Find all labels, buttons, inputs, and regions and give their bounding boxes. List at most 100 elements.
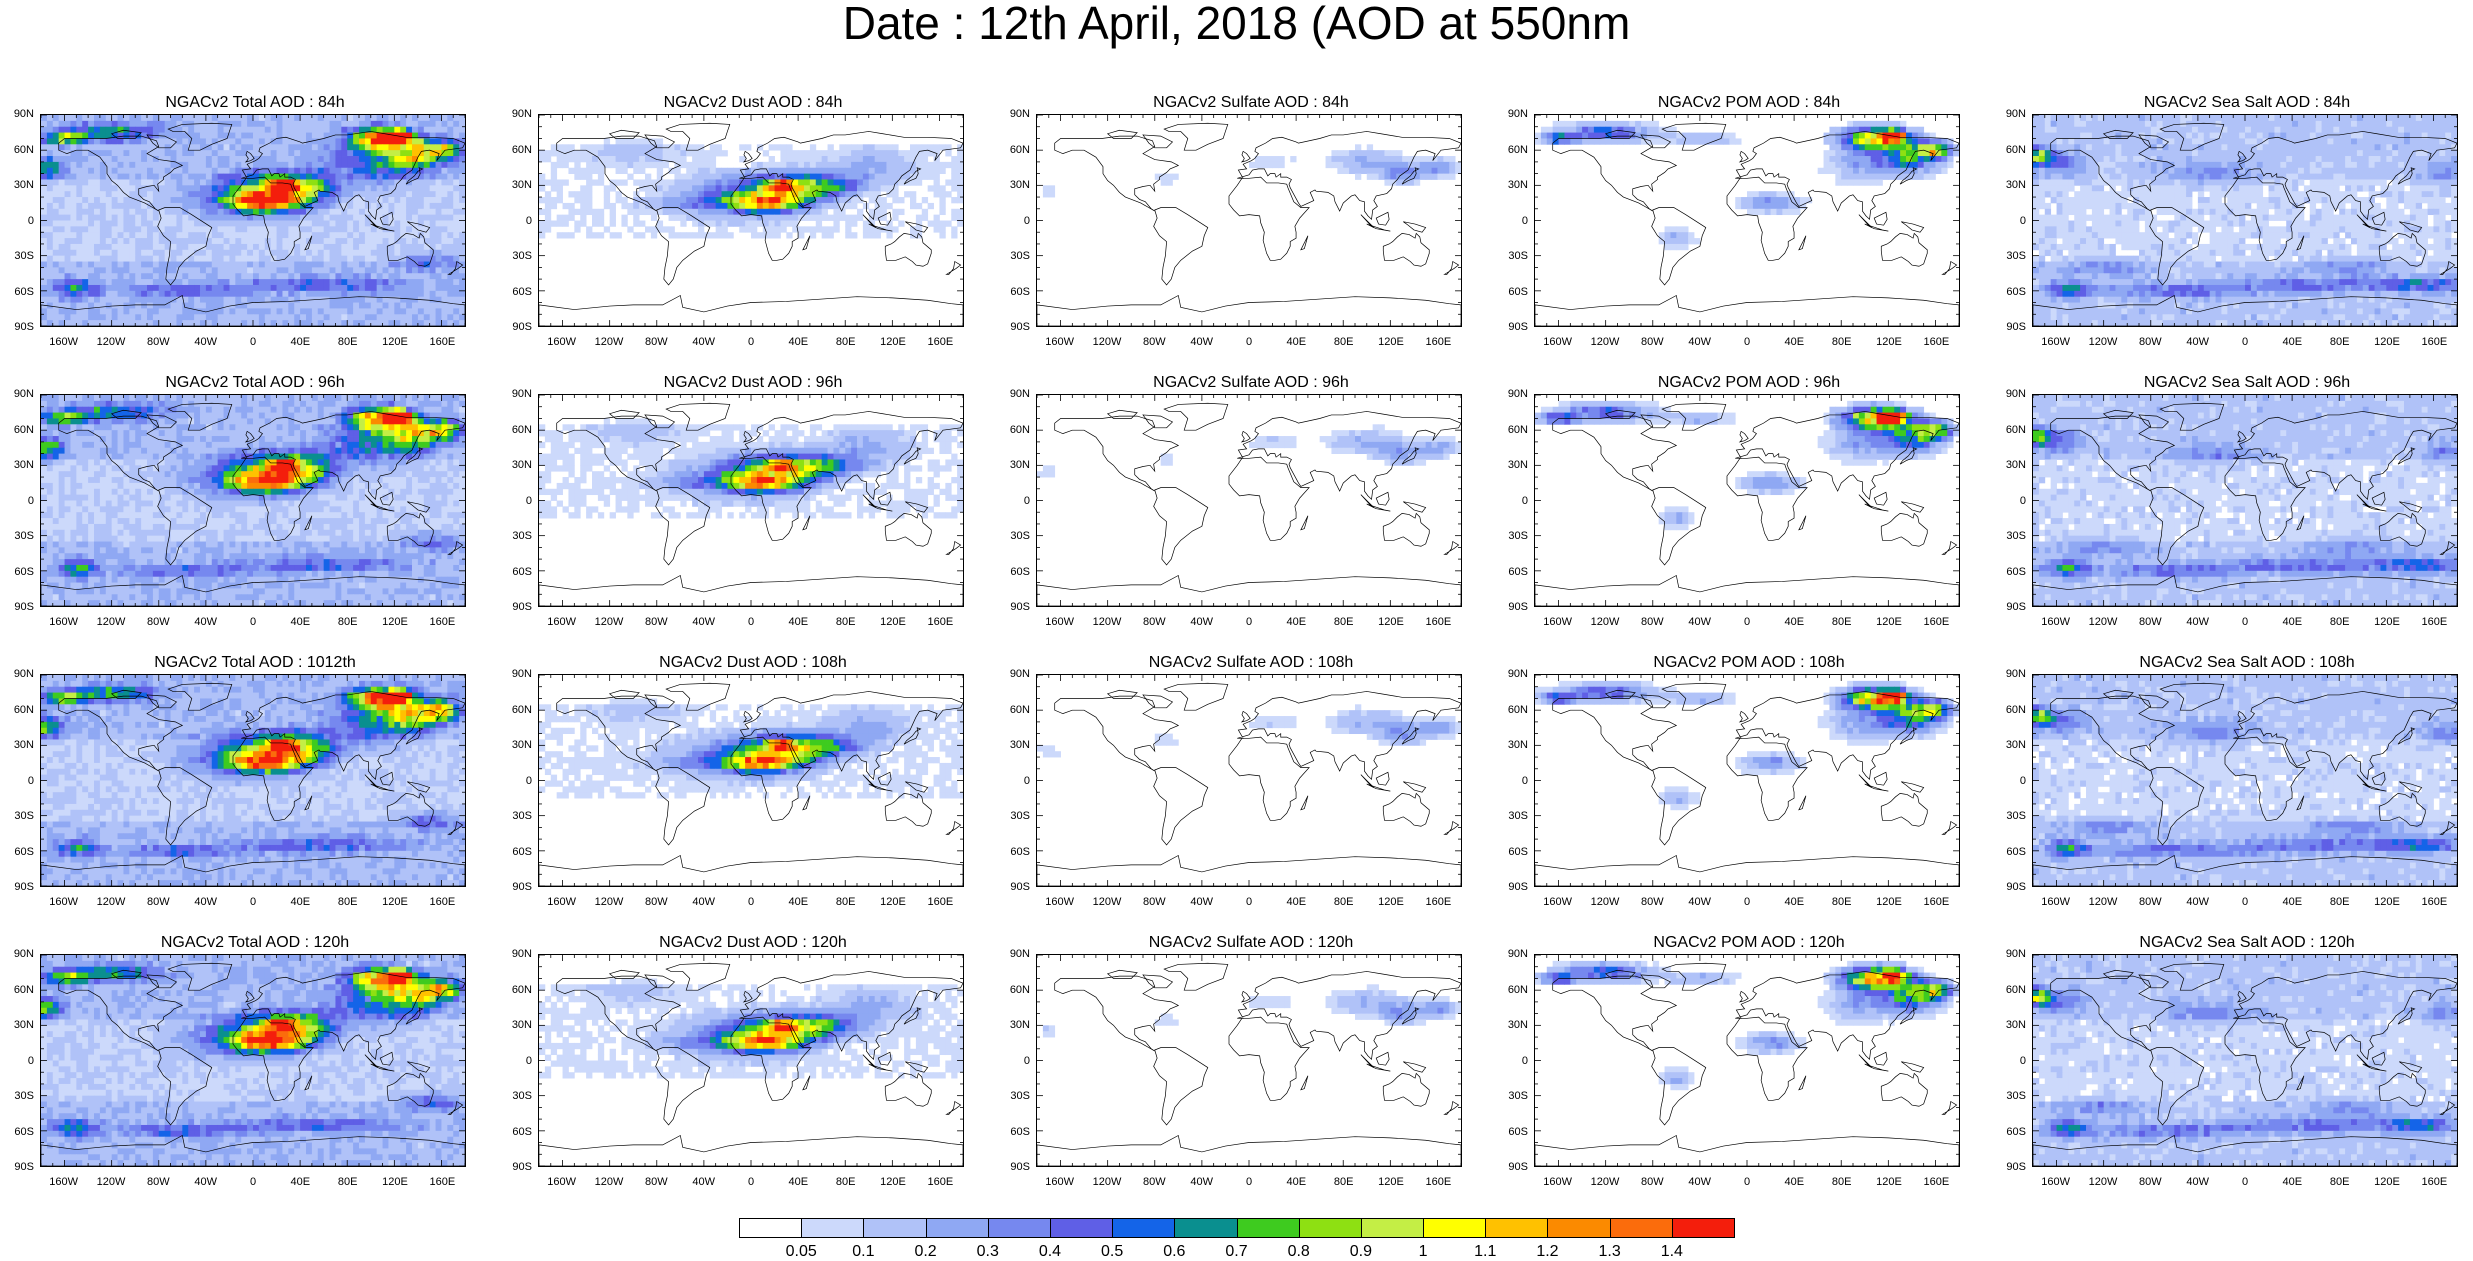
coastlines: [1535, 682, 1959, 886]
lon-tick-label: 160E: [1916, 336, 1956, 348]
lon-tick-label: 80E: [826, 896, 866, 908]
lat-tick-label: 30N: [1992, 1019, 2026, 1031]
lon-tick-label: 160W: [1538, 336, 1578, 348]
aod-field: [539, 138, 963, 239]
lat-tick-label: 30S: [1992, 1090, 2026, 1102]
lon-tick-label: 120W: [91, 616, 131, 628]
colorbar-label: 0.2: [901, 1243, 951, 1260]
axis-ticks: [1037, 115, 1461, 326]
lon-tick-label: 80W: [138, 1176, 178, 1188]
colorbar-label: 0.7: [1212, 1243, 1262, 1260]
lat-tick-label: 60S: [0, 1126, 34, 1138]
axis-ticks: [2033, 955, 2457, 1166]
map-panel: NGACv2 Total AOD : 120h 90N 60N 30N 0 30S 60S 9…: [0, 934, 466, 1204]
lon-tick-label: 0: [731, 1176, 771, 1188]
lat-tick-label: 30N: [1992, 739, 2026, 751]
lat-tick-label: 0: [1992, 495, 2026, 507]
lon-tick-label: 120E: [1869, 336, 1909, 348]
lon-tick-label: 40E: [2272, 1176, 2312, 1188]
colorbar-swatch: [1360, 1218, 1425, 1238]
lat-tick-label: 30N: [1494, 459, 1528, 471]
world-map: [1036, 954, 1462, 1167]
lon-tick-label: 160W: [1538, 896, 1578, 908]
lat-tick-label: 30N: [1494, 1019, 1528, 1031]
lat-tick-label: 60S: [498, 846, 532, 858]
lat-tick-label: 90N: [1992, 388, 2026, 400]
axis-ticks: [41, 395, 465, 606]
lat-tick-label: 0: [498, 775, 532, 787]
lon-tick-label: 40E: [280, 1176, 320, 1188]
lon-tick-label: 40W: [2178, 616, 2218, 628]
lat-tick-label: 90S: [1494, 881, 1528, 893]
coastlines: [539, 122, 963, 326]
lat-tick-label: 90N: [498, 668, 532, 680]
map-panel: NGACv2 Total AOD : 84h 90N 60N 30N 0 30S 60S 90…: [0, 94, 466, 364]
lat-tick-label: 0: [1992, 775, 2026, 787]
lon-tick-label: 160E: [422, 336, 462, 348]
lon-tick-label: 40E: [2272, 336, 2312, 348]
world-map: [2032, 954, 2458, 1167]
lon-tick-label: 80E: [1324, 336, 1364, 348]
lat-tick-label: 0: [1494, 775, 1528, 787]
lon-tick-label: 120W: [589, 616, 629, 628]
lat-tick-label: 0: [498, 1055, 532, 1067]
lon-tick-label: 40E: [280, 896, 320, 908]
lon-tick-label: 40W: [186, 896, 226, 908]
map-panel-title: NGACv2 Sea Salt AOD : 120h: [2032, 934, 2462, 952]
map-panel: NGACv2 Sulfate AOD : 120h 90N 60N 30N 0 30S 60…: [996, 934, 1462, 1204]
coastlines: [2033, 402, 2457, 606]
axis-ticks: [1037, 395, 1461, 606]
lat-tick-label: 30N: [996, 1019, 1030, 1031]
world-map: [40, 114, 466, 327]
lon-tick-label: 120W: [91, 336, 131, 348]
lon-tick-label: 0: [731, 616, 771, 628]
lon-tick-label: 160E: [422, 616, 462, 628]
colorbar-swatch: [1423, 1218, 1487, 1238]
lat-tick-label: 60N: [1494, 984, 1528, 996]
colorbar-label: 0.8: [1274, 1243, 1324, 1260]
lon-tick-label: 0: [233, 1176, 273, 1188]
lat-tick-label: 30N: [498, 739, 532, 751]
lon-tick-label: 40W: [2178, 1176, 2218, 1188]
lat-tick-label: 30S: [498, 810, 532, 822]
world-map: [1036, 674, 1462, 887]
lon-tick-label: 160E: [2414, 1176, 2454, 1188]
map-panel: NGACv2 POM AOD : 84h 90N 60N 30N 0 30S 60S 90S 1…: [1494, 94, 1960, 364]
map-panel-title: NGACv2 Sulfate AOD : 120h: [1036, 934, 1466, 952]
lon-tick-label: 40W: [1182, 1176, 1222, 1188]
axis-ticks: [41, 955, 465, 1166]
lon-tick-label: 120E: [1371, 336, 1411, 348]
lon-tick-label: 80W: [138, 336, 178, 348]
colorbar-label: 1.3: [1585, 1243, 1635, 1260]
lat-tick-label: 30N: [1992, 179, 2026, 191]
map-panel-title: NGACv2 POM AOD : 120h: [1534, 934, 1964, 952]
colorbar-swatch: [1671, 1218, 1735, 1238]
colorbar-swatch: [925, 1218, 989, 1238]
lat-tick-label: 30S: [1494, 810, 1528, 822]
lon-tick-label: 80W: [138, 616, 178, 628]
aod-field: [1042, 984, 1461, 1038]
lon-tick-label: 80E: [328, 336, 368, 348]
lon-tick-label: 120E: [375, 1176, 415, 1188]
lon-tick-label: 160W: [542, 1176, 582, 1188]
map-panel-title: NGACv2 POM AOD : 84h: [1534, 94, 1964, 112]
lon-tick-label: 120E: [1371, 616, 1411, 628]
colorbar-label: 0.5: [1087, 1243, 1137, 1260]
lon-tick-label: 40E: [1774, 616, 1814, 628]
lon-tick-label: 40W: [1182, 896, 1222, 908]
lat-tick-label: 90N: [0, 668, 34, 680]
aod-field: [41, 395, 465, 606]
axis-ticks: [539, 955, 963, 1166]
lon-tick-label: 160W: [1538, 1176, 1578, 1188]
lon-tick-label: 160W: [1538, 616, 1578, 628]
lat-tick-label: 90N: [0, 108, 34, 120]
lat-tick-label: 60S: [1494, 846, 1528, 858]
lat-tick-label: 90N: [1992, 108, 2026, 120]
world-map: [538, 954, 964, 1167]
lon-tick-label: 40W: [1680, 336, 1720, 348]
map-panel-title: NGACv2 Sulfate AOD : 108h: [1036, 654, 1466, 672]
colorbar-label: 1.4: [1647, 1243, 1697, 1260]
lon-tick-label: 120W: [1585, 616, 1625, 628]
lat-tick-label: 60S: [1992, 566, 2026, 578]
lon-tick-label: 0: [233, 896, 273, 908]
